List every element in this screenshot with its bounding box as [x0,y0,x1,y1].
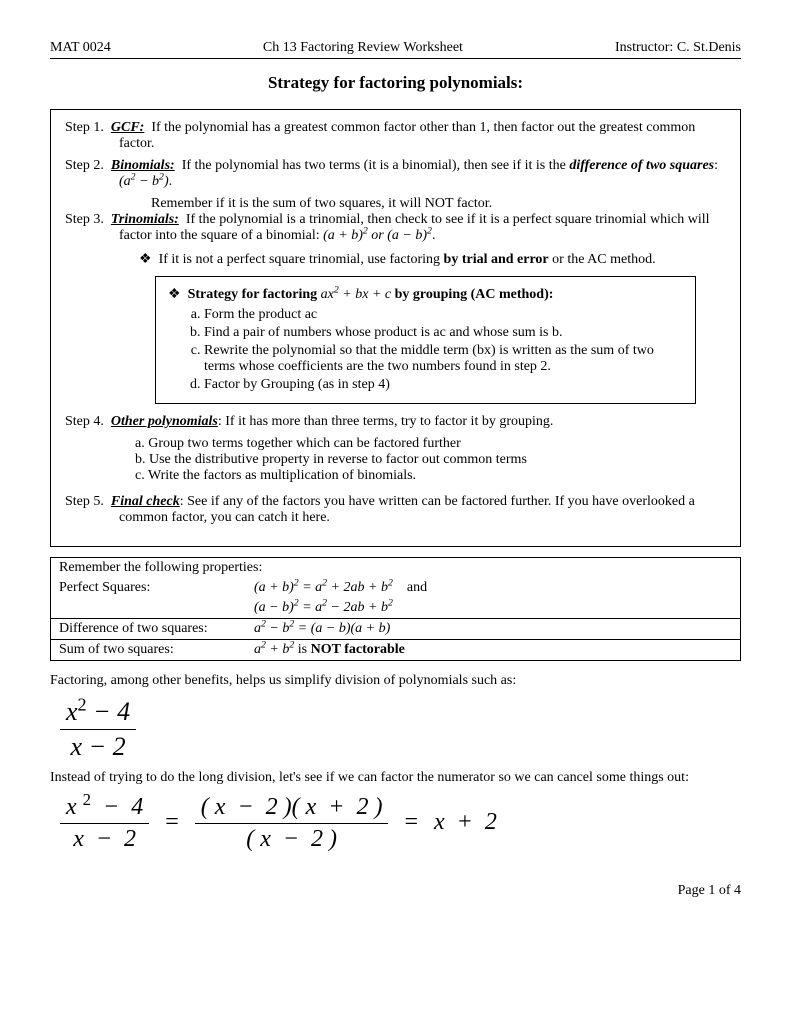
ac-heading: ❖ Strategy for factoring ax2 + bx + c by… [168,285,683,303]
step4-a: a. Group two terms together which can be… [135,436,726,452]
prop-sum-label: Sum of two squares: [59,642,254,658]
prop-sum-formula: a2 + b2 is NOT factorable [254,642,732,658]
prop-diff-formula: a2 − b2 = (a − b)(a + b) [254,621,732,637]
step4-name: Other polynomials [111,414,218,429]
diamond-icon: ❖ [168,285,181,301]
ac-item-d: Factor by Grouping (as in step 4) [204,377,683,393]
header-right: Instructor: C. St.Denis [615,40,741,56]
step4-b: b. Use the distributive property in reve… [135,452,726,468]
step-5: Step 5. Final check: See if any of the f… [65,494,726,526]
header-center: Ch 13 Factoring Review Worksheet [263,40,463,56]
prop-ps-row1: Perfect Squares: (a + b)2 = a2 + 2ab + b… [51,578,740,598]
prop-title: Remember the following properties: [59,560,262,576]
equation-line: x 2 − 4 x − 2 = ( x − 2 )( x + 2 ) ( x −… [60,794,741,853]
prop-diff-row: Difference of two squares: a2 − b2 = (a … [51,618,740,639]
step5-text: : See if any of the factors you have wri… [119,494,695,525]
step2-diff: difference of two squares [569,158,714,173]
page-footer: Page 1 of 4 [50,883,741,899]
strategy-box: Step 1. GCF: If the polynomial has a gre… [50,109,741,547]
step3-formula: (a + b)2 or (a − b)2 [323,228,432,243]
prop-ps-formula1: (a + b)2 = a2 + 2ab + b2 and [254,580,732,596]
diamond-icon: ❖ [139,250,152,266]
step2-label: Step 2. [65,158,104,173]
step-4: Step 4. Other polynomials: If it has mor… [65,414,726,430]
ac-method-box: ❖ Strategy for factoring ax2 + bx + c by… [155,276,696,404]
ac-formula: ax2 + bx + c [321,287,391,302]
step4-label: Step 4. [65,414,104,429]
paragraph-2: Instead of trying to do the long divisio… [50,770,741,786]
step1-label: Step 1. [65,120,104,135]
prop-sum-row: Sum of two squares: a2 + b2 is NOT facto… [51,639,740,660]
step2-remember: Remember if it is the sum of two squares… [151,196,726,212]
step-1: Step 1. GCF: If the polynomial has a gre… [65,120,726,152]
step1-name: GCF: [111,120,144,135]
step4-text: : If it has more than three terms, try t… [218,414,554,429]
ac-head1: Strategy for factoring [188,287,321,302]
ac-item-c: Rewrite the polynomial so that the middl… [204,343,683,375]
step5-label: Step 5. [65,494,104,509]
page-header: MAT 0024 Ch 13 Factoring Review Workshee… [50,40,741,59]
step1-text: If the polynomial has a greatest common … [119,120,695,151]
step-2: Step 2. Binomials: If the polynomial has… [65,158,726,190]
paragraph-1: Factoring, among other benefits, helps u… [50,673,741,689]
step-3: Step 3. Trinomials: If the polynomial is… [65,212,726,244]
prop-diff-label: Difference of two squares: [59,621,254,637]
fraction-1: x2 − 4 x − 2 [60,697,741,762]
ac-item-b: Find a pair of numbers whose product is … [204,325,683,341]
prop-ps-row2: (a − b)2 = a2 − 2ab + b2 [51,598,740,618]
header-left: MAT 0024 [50,40,111,56]
prop-ps-label: Perfect Squares: [59,580,254,596]
step3-trial: by trial and error [444,252,549,267]
properties-box: Remember the following properties: Perfe… [50,557,741,661]
step3-bullet-text: If it is not a perfect square trinomial,… [159,252,444,267]
step2-formula: (a2 − b2) [119,174,169,189]
step2-name: Binomials: [111,158,175,173]
step3-bullet: ❖ If it is not a perfect square trinomia… [139,250,726,268]
step5-name: Final check [111,494,180,509]
step3-name: Trinomials: [111,212,179,227]
prop-title-row: Remember the following properties: [51,558,740,578]
prop-empty [59,600,254,616]
page-title: Strategy for factoring polynomials: [50,73,741,93]
prop-and: and [407,580,427,595]
step4-c: c. Write the factors as multiplication o… [135,468,726,484]
step3-method: or the AC method. [549,252,656,267]
not-factorable: NOT factorable [311,642,405,657]
prop-ps-formula2: (a − b)2 = a2 − 2ab + b2 [254,600,732,616]
step3-label: Step 3. [65,212,104,227]
ac-list: Form the product ac Find a pair of numbe… [168,307,683,393]
step2-text1: If the polynomial has two terms (it is a… [182,158,570,173]
ac-item-a: Form the product ac [204,307,683,323]
ac-head2: by grouping (AC method): [391,287,553,302]
